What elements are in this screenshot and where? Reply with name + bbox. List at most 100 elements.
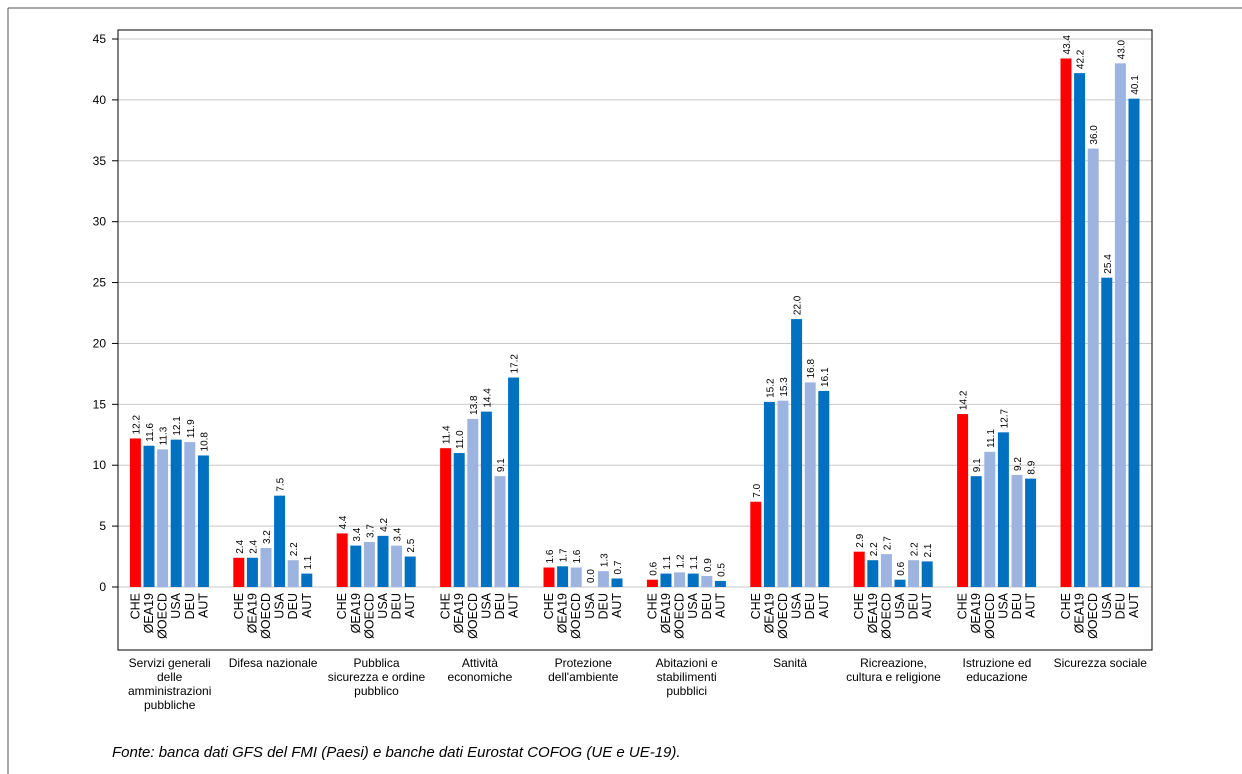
bar	[1101, 277, 1113, 587]
value-label: 12.2	[131, 415, 142, 435]
footnote: Fonte: banca dati GFS del FMI (Paesi) e …	[112, 744, 681, 761]
bar	[1060, 58, 1072, 588]
category-label: Attività economiche	[447, 656, 513, 684]
series-label: CHE	[232, 593, 246, 619]
series-label: ØEA19	[659, 593, 673, 633]
series-label: ØOECD	[569, 593, 583, 639]
category-label: Abitazioni e stabilimenti pubblici	[655, 656, 718, 698]
series-label: DEU	[1113, 593, 1127, 619]
bar	[480, 411, 492, 587]
series-label: ØEA19	[452, 593, 466, 633]
series-label: AUT	[507, 593, 521, 618]
bar	[170, 439, 182, 587]
bar	[453, 453, 465, 587]
value-label: 36.0	[1089, 125, 1100, 145]
bar	[867, 560, 879, 587]
bar	[921, 561, 933, 587]
bar	[157, 449, 169, 587]
value-label: 25.4	[1103, 254, 1114, 274]
y-tick-label: 20	[93, 336, 107, 350]
series-label: AUT	[920, 593, 934, 618]
value-label: 1.1	[689, 555, 700, 569]
value-label: 11.4	[442, 425, 453, 444]
bar	[508, 377, 520, 587]
series-label: DEU	[390, 593, 404, 619]
series-label: ØOECD	[466, 593, 480, 639]
plot-frame	[117, 29, 1153, 651]
category-label: Sicurezza sociale	[1053, 656, 1147, 670]
series-label: USA	[686, 592, 700, 618]
bar	[129, 438, 141, 587]
value-label: 15.2	[765, 378, 776, 398]
value-label: 7.0	[752, 483, 763, 497]
series-label: ØOECD	[259, 593, 273, 639]
series-label: DEU	[596, 593, 610, 619]
series-label: ØEA19	[969, 593, 983, 633]
bar	[597, 571, 609, 587]
bar	[1011, 474, 1023, 587]
value-label: 11.6	[145, 423, 156, 442]
value-label: 9.1	[972, 458, 983, 472]
bar	[791, 319, 803, 587]
bar	[687, 573, 699, 587]
series-label: ØEA19	[1073, 593, 1087, 633]
series-label: ØOECD	[879, 593, 893, 639]
series-label: DEU	[803, 593, 817, 619]
series-label: USA	[273, 592, 287, 618]
category-label: Protezione dell'ambiente	[548, 656, 619, 684]
bar	[714, 580, 726, 587]
value-label: 3.4	[393, 527, 404, 541]
series-label: CHE	[645, 593, 659, 619]
bar	[184, 442, 196, 587]
series-label: CHE	[439, 593, 453, 619]
value-label: 12.7	[999, 408, 1010, 428]
value-label: 3.4	[352, 527, 363, 541]
value-label: 2.7	[882, 536, 893, 550]
series-label: ØEA19	[349, 593, 363, 633]
bar	[377, 535, 389, 587]
bar	[853, 551, 865, 587]
series-label: USA	[583, 592, 597, 618]
series-label: DEU	[1010, 593, 1024, 619]
bar	[646, 579, 658, 587]
category-label: Istruzione ed educazione	[962, 656, 1032, 684]
value-label: 0.6	[648, 561, 659, 575]
bar	[557, 566, 569, 587]
bar	[391, 545, 403, 587]
value-label: 11.0	[455, 430, 466, 449]
series-label: USA	[1100, 592, 1114, 618]
value-label: 17.2	[510, 354, 521, 374]
series-label: CHE	[542, 593, 556, 619]
bar	[804, 382, 816, 587]
series-label: USA	[376, 592, 390, 618]
series-label: ØEA19	[762, 593, 776, 633]
bar	[143, 445, 155, 587]
bar	[1025, 478, 1037, 587]
bar	[197, 455, 209, 587]
value-label: 0.0	[586, 569, 597, 583]
y-tick-label: 45	[93, 32, 107, 46]
bar	[818, 390, 830, 587]
series-label: AUT	[817, 593, 831, 618]
series-label: ØEA19	[245, 593, 259, 633]
value-label: 15.3	[779, 377, 790, 397]
y-tick-label: 5	[99, 519, 106, 533]
value-label: 0.6	[896, 561, 907, 575]
series-label: USA	[790, 592, 804, 618]
bar	[984, 451, 996, 587]
bar	[997, 432, 1009, 587]
bar	[611, 578, 623, 587]
y-tick-label: 15	[93, 397, 107, 411]
value-label: 0.7	[613, 560, 624, 574]
series-label: DEU	[286, 593, 300, 619]
bar	[350, 545, 362, 587]
bar	[543, 567, 555, 587]
value-label: 22.0	[793, 295, 804, 315]
bar	[660, 573, 672, 587]
series-label: CHE	[335, 593, 349, 619]
series-label: USA	[479, 592, 493, 618]
bar	[894, 579, 906, 587]
value-label: 2.4	[248, 539, 259, 553]
category-label: Servizi generali delle amministrazioni p…	[128, 656, 212, 712]
series-label: AUT	[713, 593, 727, 618]
